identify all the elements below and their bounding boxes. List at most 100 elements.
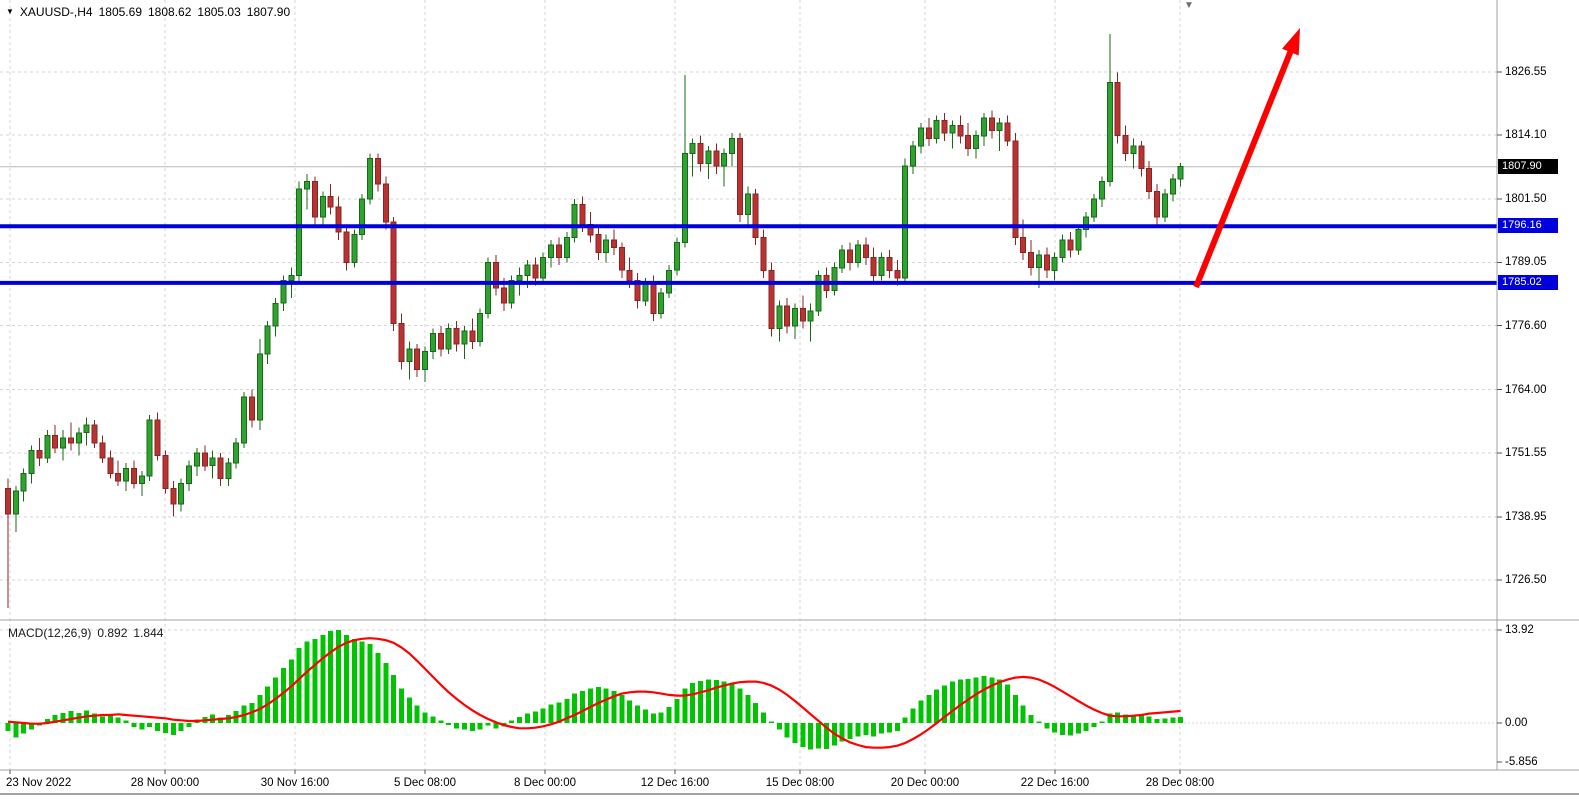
candle — [752, 189, 759, 245]
candle — [807, 303, 814, 342]
candle — [5, 478, 11, 608]
chart-ohlc-header: ▼ XAUUSD-,H4 1805.69 1808.62 1805.03 180… — [6, 5, 290, 19]
candles — [5, 34, 1184, 608]
price-tick-label: 1814.10 — [1505, 129, 1547, 142]
candle — [1091, 194, 1098, 222]
macd-main-value: 0.892 — [97, 626, 128, 640]
candle — [1154, 184, 1160, 225]
candle — [138, 470, 145, 497]
candle — [382, 176, 389, 230]
candle — [878, 252, 885, 281]
candle — [469, 318, 476, 349]
time-tick-label: 30 Nov 16:00 — [260, 777, 330, 789]
candle — [792, 303, 798, 339]
candle — [705, 145, 712, 179]
candle — [603, 234, 610, 263]
candle — [477, 308, 484, 347]
current-price-tag: 1807.90 — [1498, 158, 1558, 174]
candle — [91, 420, 98, 448]
candle — [209, 450, 216, 479]
candle — [1051, 252, 1058, 281]
candle — [988, 110, 995, 139]
candle — [681, 74, 688, 248]
time-tick-label: 8 Dec 00:00 — [513, 777, 577, 789]
candle — [634, 272, 641, 309]
chart-shift-marker-icon[interactable]: ▼ — [1184, 0, 1194, 11]
candle — [784, 298, 791, 334]
macd-name: MACD(12,26,9) — [8, 626, 92, 640]
candle — [540, 252, 547, 283]
price-tick-label: 1751.55 — [1505, 446, 1547, 459]
candle — [296, 181, 303, 283]
candle — [146, 415, 153, 481]
candle — [107, 450, 114, 479]
candle — [1059, 234, 1066, 263]
candle — [957, 115, 964, 144]
candle — [847, 242, 854, 271]
candle — [406, 341, 413, 380]
candle — [280, 275, 287, 311]
candle — [736, 133, 743, 222]
candle — [839, 244, 846, 273]
candle — [744, 186, 751, 228]
candle — [870, 247, 877, 283]
candle — [52, 425, 59, 454]
candle — [815, 270, 822, 316]
candle — [249, 389, 255, 428]
candle — [949, 120, 956, 149]
candle — [729, 133, 735, 167]
candle — [831, 262, 838, 296]
candle — [170, 481, 177, 517]
macd-signal-line — [7, 637, 1181, 749]
candle — [264, 321, 271, 365]
candle — [123, 463, 129, 492]
candle — [367, 153, 373, 205]
ohlc-open-value: 1805.69 — [98, 5, 142, 19]
price-tick-label: 1738.95 — [1505, 510, 1547, 523]
candle — [12, 486, 19, 532]
candle — [319, 191, 326, 228]
price-tick-label: 1776.60 — [1505, 319, 1547, 332]
candle — [855, 239, 861, 268]
candle — [532, 257, 539, 286]
time-tick-label: 20 Dec 00:00 — [890, 777, 960, 789]
candle — [697, 135, 704, 172]
candle — [485, 257, 492, 319]
macd-tick-label: 0.00 — [1505, 717, 1528, 729]
candle — [445, 323, 452, 355]
candle — [437, 326, 444, 357]
candle — [201, 445, 208, 471]
macd-tick-label: 13.92 — [1505, 624, 1534, 636]
candle — [178, 478, 185, 512]
candle — [359, 194, 366, 240]
candle — [658, 288, 665, 319]
candle — [1067, 232, 1074, 258]
candle — [1177, 163, 1184, 187]
time-tick-label: 5 Dec 08:00 — [393, 777, 457, 789]
candle — [571, 199, 578, 243]
candle — [351, 229, 358, 268]
macd-signal-value: 1.844 — [133, 626, 164, 640]
candle — [776, 300, 783, 342]
axis-tick-marks — [9, 71, 1502, 774]
candle — [327, 184, 334, 215]
level-price-tag: 1785.02 — [1498, 274, 1558, 290]
candle — [398, 313, 405, 370]
candle — [130, 460, 137, 489]
macd-tick-label: -5.856 — [1505, 756, 1538, 769]
candle — [713, 143, 720, 174]
candle — [461, 326, 468, 360]
candle — [917, 123, 924, 154]
candle — [902, 158, 909, 283]
symbol-dropdown-icon[interactable]: ▼ — [6, 7, 14, 16]
candle — [343, 224, 350, 271]
trend-arrow[interactable] — [1193, 28, 1300, 289]
candle — [862, 237, 869, 266]
candle — [910, 140, 917, 174]
candle — [1004, 115, 1011, 146]
candle — [980, 112, 987, 146]
candle — [414, 343, 421, 377]
candle — [721, 148, 728, 187]
